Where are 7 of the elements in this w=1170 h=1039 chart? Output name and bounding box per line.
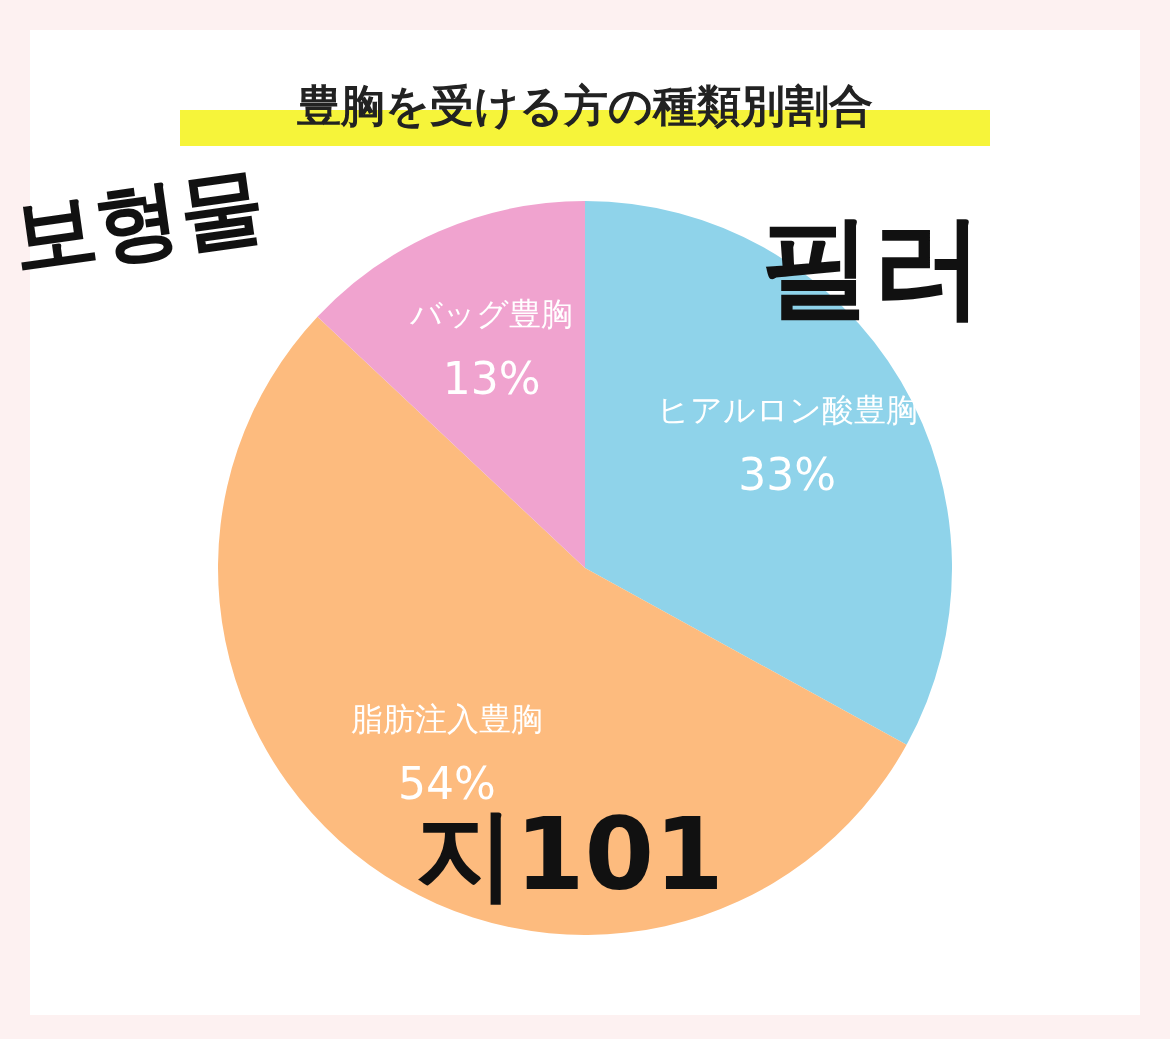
data-label: 13%	[442, 352, 541, 404]
text: 보형물	[6, 154, 270, 288]
data-label: 33%	[738, 448, 837, 500]
slice-label: バッグ豊胸	[409, 294, 574, 333]
text: 필러	[760, 201, 984, 331]
slice-label: ヒアルロン酸豊胸	[656, 390, 918, 429]
slice-label: 脂肪注入豊胸	[350, 700, 543, 739]
